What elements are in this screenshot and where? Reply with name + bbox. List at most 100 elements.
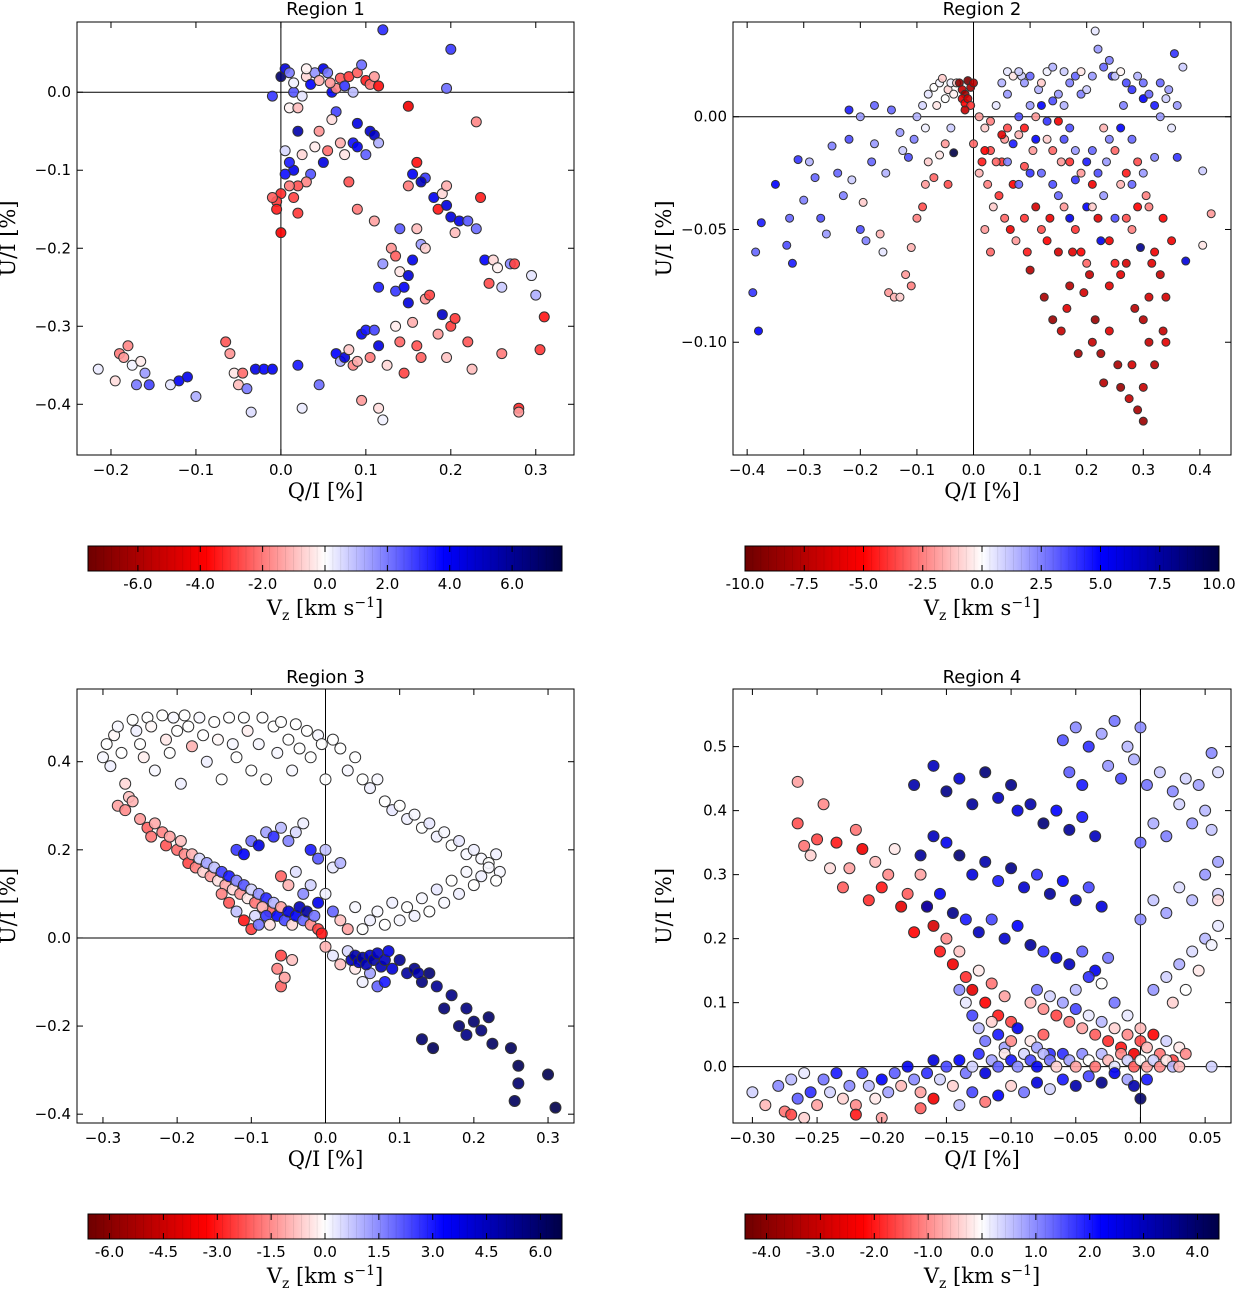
data-point <box>838 191 848 201</box>
data-point <box>1056 996 1069 1009</box>
data-point <box>909 134 919 144</box>
data-point <box>1110 146 1120 156</box>
data-point <box>486 1037 499 1050</box>
chart-title: Region 3 <box>286 667 365 688</box>
data-point <box>1133 71 1143 81</box>
data-point <box>836 1092 849 1105</box>
data-point <box>334 742 347 755</box>
data-point <box>1056 326 1066 336</box>
data-point <box>1166 785 1179 798</box>
data-point <box>1161 94 1171 104</box>
data-point <box>237 711 250 724</box>
colorbar-tick-label: 4.0 <box>438 575 462 593</box>
data-point <box>1155 78 1165 88</box>
scatter-points <box>746 715 1225 1123</box>
x-axis-label: Q/I [%] <box>288 479 364 503</box>
data-point <box>1093 44 1103 54</box>
data-point <box>908 926 921 939</box>
data-point <box>96 751 109 764</box>
data-point <box>849 823 862 836</box>
data-point <box>445 989 458 1002</box>
data-point <box>1065 123 1075 133</box>
data-point <box>324 77 336 89</box>
data-point <box>496 281 508 293</box>
y-tick-label: 0.4 <box>703 802 727 820</box>
data-point <box>1104 236 1114 246</box>
data-point <box>1121 258 1131 268</box>
colorbar-tick-label: 6.0 <box>529 1243 553 1261</box>
y-tick-label: 0.1 <box>703 994 727 1012</box>
data-point <box>1031 134 1041 144</box>
data-point <box>430 980 443 993</box>
data-point <box>215 773 228 786</box>
data-point <box>1082 258 1092 268</box>
x-tick-label: 0.1 <box>1018 461 1042 479</box>
data-point <box>283 180 295 192</box>
data-point <box>394 223 406 235</box>
data-point <box>1039 292 1049 302</box>
data-point <box>1121 1028 1134 1041</box>
data-point <box>174 777 187 790</box>
data-point <box>415 1033 428 1046</box>
data-point <box>351 141 363 153</box>
data-point <box>441 180 453 192</box>
data-point <box>1164 85 1174 95</box>
data-point <box>378 795 391 808</box>
y-tick-label: −0.2 <box>35 1017 71 1035</box>
data-point <box>1095 1015 1108 1028</box>
data-point <box>1150 152 1160 162</box>
data-point <box>1155 270 1165 280</box>
data-point <box>869 1092 882 1105</box>
data-point <box>453 1020 466 1033</box>
data-point <box>1099 191 1109 201</box>
data-point <box>1085 270 1095 280</box>
data-point <box>1134 1022 1147 1035</box>
x-tick-label: −0.15 <box>923 1129 969 1147</box>
data-point <box>126 713 139 726</box>
data-point <box>1082 740 1095 753</box>
data-point <box>1082 157 1092 167</box>
data-point <box>1002 89 1012 99</box>
data-point <box>1087 179 1097 189</box>
data-point <box>415 176 427 188</box>
data-point <box>475 870 488 883</box>
data-point <box>940 1060 953 1073</box>
data-point <box>804 157 814 167</box>
data-point <box>759 1099 772 1112</box>
data-point <box>1104 134 1114 144</box>
data-point <box>1108 1067 1121 1080</box>
data-point <box>1011 1022 1024 1035</box>
data-point <box>145 720 158 733</box>
data-point <box>462 215 474 227</box>
data-point <box>751 247 761 257</box>
data-point <box>1134 1092 1147 1105</box>
data-point <box>977 157 987 167</box>
data-point <box>237 914 250 927</box>
data-point <box>356 394 368 406</box>
data-point <box>1050 1060 1063 1073</box>
data-point <box>373 137 385 149</box>
x-tick-label: 0.3 <box>536 1129 560 1147</box>
data-point <box>1130 303 1140 313</box>
data-point <box>197 729 210 742</box>
data-point <box>1019 161 1029 171</box>
data-point <box>143 379 155 391</box>
colorbar-tick-label: 6.0 <box>500 575 524 593</box>
y-tick-label: −0.3 <box>35 317 71 335</box>
data-point <box>438 896 451 909</box>
y-tick-label: 0.00 <box>694 108 727 126</box>
data-point <box>1127 753 1140 766</box>
data-point <box>1031 112 1041 122</box>
y-tick-label: 0.0 <box>47 83 71 101</box>
x-tick-label: −0.1 <box>899 461 935 479</box>
data-point <box>304 751 317 764</box>
data-point <box>1212 919 1225 932</box>
data-point <box>1140 1041 1153 1054</box>
data-point <box>220 336 232 348</box>
data-point <box>785 1073 798 1086</box>
data-point <box>923 157 933 167</box>
data-point <box>1140 1073 1153 1086</box>
y-axis-label: U/I [%] <box>0 868 20 944</box>
data-point <box>1002 123 1012 133</box>
data-point <box>1063 1015 1076 1028</box>
